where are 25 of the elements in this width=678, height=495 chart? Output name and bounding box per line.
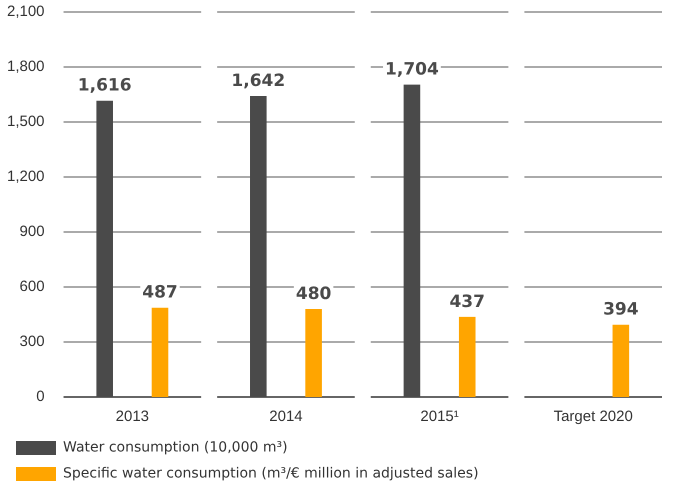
y-tick-label: 300 (20, 333, 45, 350)
y-tick-label: 1,500 (6, 113, 45, 130)
x-tick-label: 2015¹ (420, 408, 459, 426)
data-label: 1,642 (231, 70, 286, 91)
y-tick-label: 900 (20, 223, 45, 240)
x-tick-label: 2013 (116, 408, 150, 426)
legend-label: Specific water consumption (m³/€ million in adjusted sales) (63, 466, 479, 482)
data-label: 437 (449, 292, 485, 312)
x-tick-label: Target 2020 (554, 408, 633, 426)
bar (612, 324, 630, 397)
x-tick-label: 2014 (269, 408, 303, 426)
bar (305, 309, 322, 397)
y-tick-label: 1,800 (6, 58, 45, 76)
data-label: 1,616 (78, 76, 132, 96)
y-tick-label: 600 (20, 278, 45, 296)
bar (152, 308, 168, 397)
data-label: 487 (142, 282, 178, 303)
legend-label: Water consumption (10,000 m³) (63, 440, 288, 456)
y-tick-label: 2,100 (6, 3, 45, 20)
data-label: 480 (296, 284, 332, 304)
bar (458, 316, 476, 397)
data-label: 394 (603, 300, 639, 320)
y-tick-label: 0 (36, 388, 45, 406)
data-label: 1,704 (385, 60, 439, 80)
y-tick-label: 1,200 (6, 168, 45, 186)
